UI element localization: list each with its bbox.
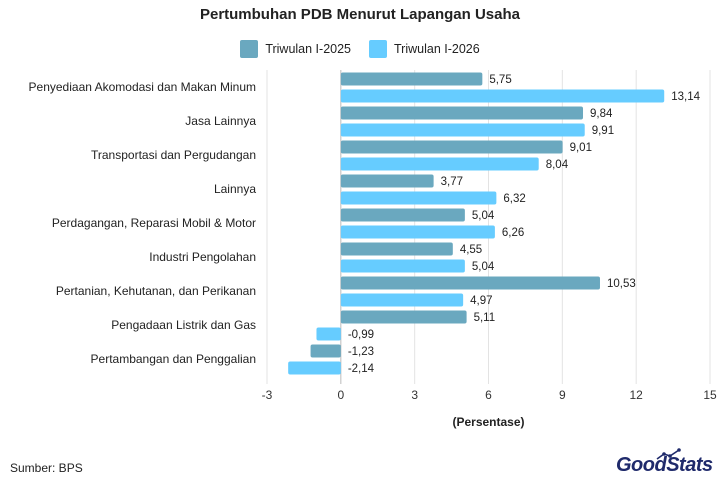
data-label: 3,77 [441, 176, 463, 188]
data-label: 9,84 [590, 108, 613, 120]
bar-series-2 [316, 327, 341, 341]
trend-line-icon [656, 448, 681, 460]
category-label: Pertambangan dan Penggalian [91, 352, 256, 366]
bar-series-1 [310, 344, 341, 358]
data-label: -2,14 [348, 363, 375, 375]
data-label: 5,04 [472, 210, 495, 222]
data-label: -1,23 [348, 346, 374, 358]
data-label: 10,53 [607, 278, 636, 290]
bar-series-1 [340, 140, 563, 154]
x-tick-label: 15 [703, 388, 717, 402]
data-label: 8,04 [546, 159, 569, 171]
x-tick-label: 3 [411, 388, 418, 402]
x-tick-label: 0 [337, 388, 344, 402]
chart-legend: Triwulan I-2025 Triwulan I-2026 [0, 40, 720, 58]
bar-series-1 [340, 72, 483, 86]
legend-item-series-1: Triwulan I-2025 [240, 40, 351, 58]
bar-series-1 [340, 174, 434, 188]
bar-series-2 [340, 259, 465, 273]
category-label: Pertanian, Kehutanan, dan Perikanan [56, 284, 256, 298]
legend-item-series-2: Triwulan I-2026 [369, 40, 480, 58]
bar-series-2 [340, 293, 464, 307]
x-tick-label: 12 [629, 388, 643, 402]
bar-series-2 [340, 157, 539, 171]
legend-label-series-2: Triwulan I-2026 [394, 42, 480, 56]
data-label: 4,97 [470, 295, 492, 307]
legend-label-series-1: Triwulan I-2025 [265, 42, 351, 56]
data-label: 6,26 [502, 227, 524, 239]
bar-series-2 [340, 225, 495, 239]
x-tick-label: -3 [262, 388, 273, 402]
x-tick-label: 9 [559, 388, 566, 402]
bar-series-1 [340, 106, 584, 120]
bar-series-1 [340, 310, 467, 324]
bar-series-1 [340, 242, 453, 256]
data-label: 13,14 [671, 91, 700, 103]
bar-series-2 [340, 191, 497, 205]
category-label: Pengadaan Listrik dan Gas [111, 318, 256, 332]
category-label: Jasa Lainnya [185, 114, 256, 128]
x-tick-label: 6 [485, 388, 492, 402]
data-label: 5,04 [472, 261, 495, 273]
bar-series-2 [340, 123, 585, 137]
legend-swatch-series-1 [240, 40, 259, 58]
x-axis-label: (Persentase) [452, 415, 524, 429]
bar-chart: -3 0 3 6 9 12 15 (Persentase) Penyediaan Akomoda… [29, 70, 717, 429]
data-label: 9,91 [592, 125, 614, 137]
category-label: Transportasi dan Pergudangan [91, 148, 256, 162]
data-label: 9,01 [570, 142, 592, 154]
bar-series-1 [340, 208, 465, 222]
bar-series-2 [288, 361, 341, 375]
data-label: 5,11 [474, 312, 496, 324]
category-label: Lainnya [214, 182, 256, 196]
bar-series-1 [340, 276, 600, 290]
bar-series-2 [340, 89, 665, 103]
chart-title: Pertumbuhan PDB Menurut Lapangan Usaha [199, 6, 521, 23]
data-label: -0,99 [348, 329, 374, 341]
legend-swatch-series-2 [369, 40, 387, 58]
data-label: 5,75 [489, 74, 511, 86]
goodstats-logo: GoodStats [616, 454, 713, 476]
data-label: 4,55 [460, 244, 482, 256]
data-label: 6,32 [503, 193, 525, 205]
category-label: Penyediaan Akomodasi dan Makan Minum [29, 80, 256, 94]
source-note: Sumber: BPS [10, 461, 83, 475]
category-label: Industri Pengolahan [149, 250, 256, 264]
category-label: Perdagangan, Reparasi Mobil & Motor [52, 216, 256, 230]
